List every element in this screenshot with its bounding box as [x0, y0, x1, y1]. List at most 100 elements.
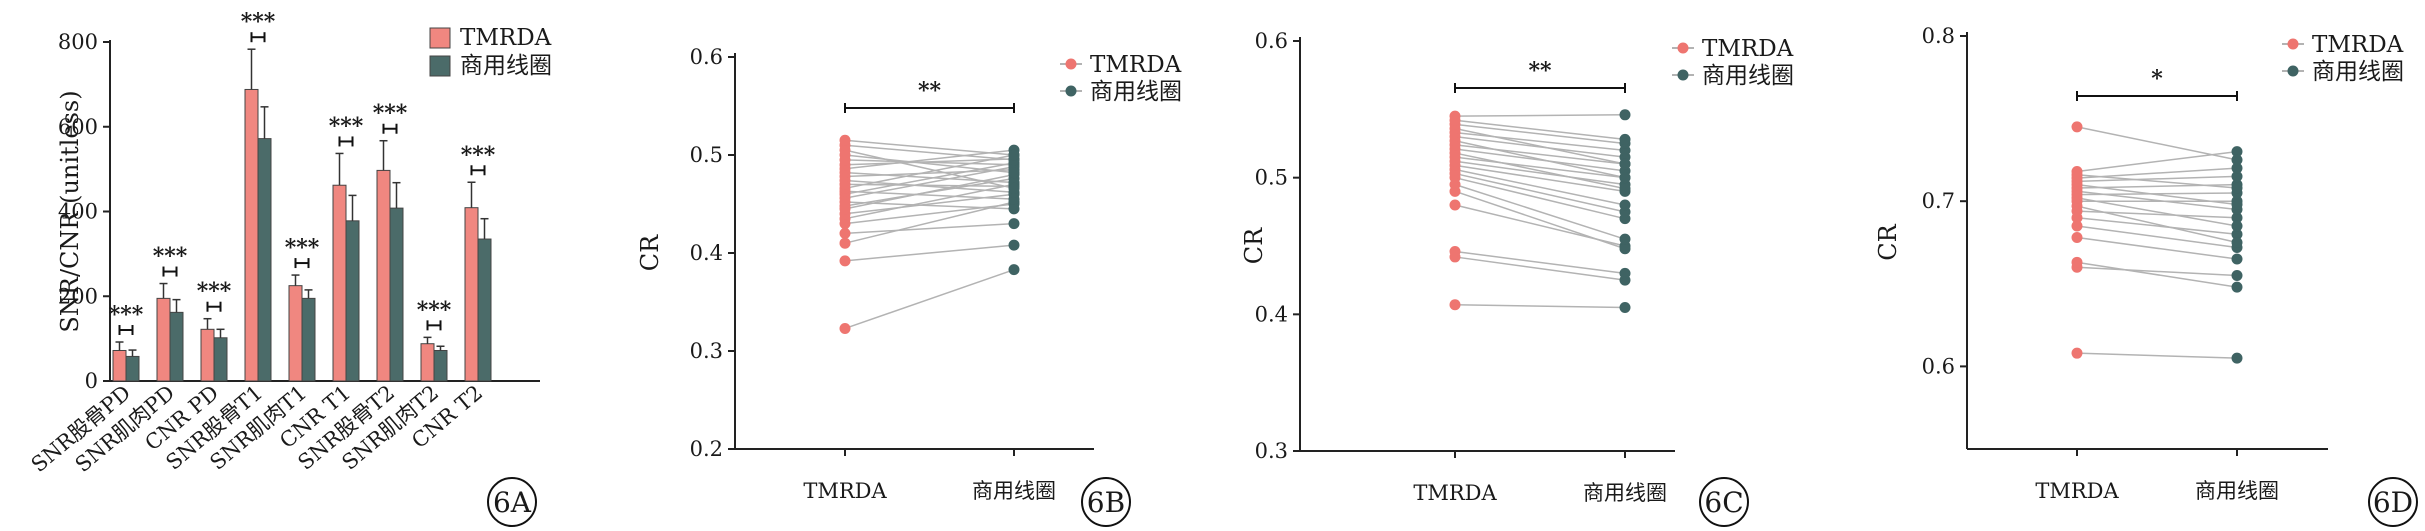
bar-commercial: [433, 349, 448, 382]
bar-tmrda: [332, 184, 347, 382]
significance-label: ***: [241, 9, 276, 35]
pair-line: [844, 177, 1015, 207]
point-commercial: [2231, 352, 2243, 364]
pair-line: [2076, 236, 2238, 260]
bar-commercial: [257, 138, 272, 382]
point-commercial: [2231, 220, 2243, 232]
pair-line: [844, 159, 1015, 166]
pair-line: [1454, 256, 1626, 281]
point-tmrda: [2071, 220, 2083, 232]
pair-line: [844, 201, 1015, 210]
point-commercial: [2231, 154, 2243, 166]
y-tick-label: 200: [58, 284, 98, 308]
pair-line: [844, 268, 1015, 330]
point-commercial: [2231, 170, 2243, 182]
point-commercial: [1619, 199, 1631, 211]
x-tick-label: 商用线圈: [2195, 479, 2279, 503]
point-commercial: [2231, 228, 2243, 240]
point-tmrda: [1449, 110, 1461, 122]
bar-tmrda: [244, 88, 259, 382]
legend-label: 商用线圈: [1090, 79, 1182, 105]
y-tick-label: 0.7: [1922, 189, 1955, 213]
point-commercial: [1619, 302, 1631, 313]
pair-line: [2076, 225, 2238, 249]
pair-line: [1454, 304, 1626, 309]
y-tick-label: 0.5: [1255, 166, 1288, 190]
y-tick-label: 0.3: [690, 339, 723, 363]
pair-line: [844, 190, 1015, 200]
pair-line: [1454, 176, 1626, 220]
pair-line: [2076, 126, 2238, 161]
point-tmrda: [839, 134, 851, 146]
legend-label: TMRDA: [1702, 36, 1794, 62]
point-tmrda: [2071, 256, 2083, 268]
y-tick-label: 0: [85, 369, 98, 393]
significance-label: ***: [153, 244, 188, 270]
significance-label: ***: [461, 142, 496, 168]
pair-line: [2076, 190, 2238, 211]
point-tmrda: [1449, 245, 1461, 257]
pair-line: [1454, 152, 1626, 190]
pair-line: [844, 171, 1015, 184]
y-axis-title: CR: [636, 234, 664, 271]
significance-label: ***: [197, 279, 232, 305]
legend-label: 商用线圈: [2312, 59, 2404, 85]
pair-line: [844, 183, 1015, 188]
point-commercial: [1619, 183, 1631, 195]
pair-line: [2076, 175, 2238, 183]
panel-badge-circle: [487, 477, 537, 527]
pair-line: [844, 139, 1015, 156]
legend-swatch: [429, 27, 451, 49]
point-commercial: [1008, 182, 1020, 194]
bar-commercial: [301, 297, 316, 382]
panel-badge-label: 6A: [493, 486, 532, 519]
panel-badge-label: 6C: [1704, 486, 1743, 519]
point-commercial: [2231, 199, 2243, 211]
point-commercial: [1008, 149, 1020, 161]
point-tmrda: [839, 322, 851, 334]
legend-marker: [1065, 58, 1077, 70]
legend-label: 商用线圈: [1702, 63, 1794, 89]
y-tick-label: 0.2: [690, 437, 723, 461]
pair-line: [2076, 261, 2238, 288]
point-tmrda: [2071, 165, 2083, 177]
legend-swatch: [429, 55, 451, 77]
bar-tmrda: [464, 207, 479, 382]
point-commercial: [1008, 218, 1020, 230]
x-tick-label: TMRDA: [1413, 481, 1497, 505]
pair-line: [1454, 164, 1626, 193]
point-commercial: [2231, 182, 2243, 194]
pair-line: [1454, 144, 1626, 165]
pair-line: [844, 168, 1015, 178]
bar-commercial: [125, 355, 140, 382]
x-tick-label: TMRDA: [2035, 479, 2119, 503]
bar-tmrda: [288, 285, 303, 382]
pair-line: [1454, 123, 1626, 145]
pair-line: [2076, 352, 2238, 359]
significance-label: **: [918, 78, 942, 104]
pair-line: [2076, 205, 2238, 244]
point-commercial: [2231, 146, 2243, 158]
bar-commercial: [169, 311, 184, 382]
pair-line: [1454, 250, 1626, 275]
pair-line: [1454, 172, 1626, 213]
pair-line: [1454, 131, 1626, 152]
x-tick-label: 商用线圈: [1583, 481, 1667, 505]
panel-badge-label: 6B: [1087, 486, 1125, 519]
x-tick-label: 商用线圈: [972, 479, 1056, 503]
point-commercial: [2231, 212, 2243, 224]
point-tmrda: [1449, 299, 1461, 311]
pair-line: [1454, 190, 1626, 250]
point-commercial: [1619, 172, 1631, 184]
pair-line: [844, 149, 1015, 190]
pair-line: [844, 201, 1015, 244]
y-tick-label: 800: [58, 30, 98, 54]
y-tick-label: 0.6: [1922, 354, 1955, 378]
y-tick-label: 0.3: [1255, 439, 1288, 463]
legend-marker: [1677, 69, 1689, 81]
y-tick-label: 400: [58, 200, 98, 224]
bar-commercial: [213, 337, 228, 382]
significance-label: ***: [373, 101, 408, 127]
